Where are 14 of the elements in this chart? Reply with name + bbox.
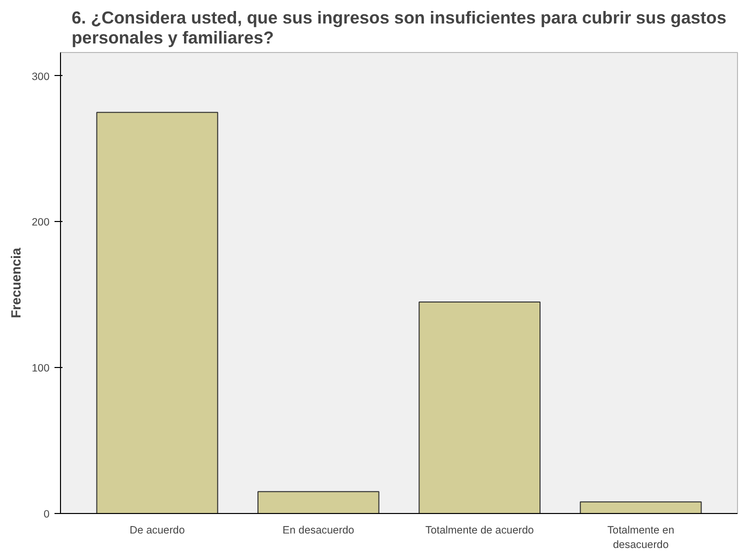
bar bbox=[418, 301, 541, 514]
bar bbox=[580, 501, 702, 514]
x-tick-label: En desacuerdo bbox=[282, 524, 354, 536]
x-tick-label: Totalmente de acuerdo bbox=[425, 524, 534, 536]
y-tick-label: 200 bbox=[32, 216, 50, 229]
x-tick-label: Totalmente en desacuerdo bbox=[607, 524, 674, 551]
y-axis-title: Frecuencia bbox=[8, 247, 24, 318]
bar bbox=[96, 112, 218, 514]
bar bbox=[257, 491, 380, 514]
y-tick-label: 300 bbox=[32, 70, 50, 83]
chart-title: 6. ¿Considera usted, que sus ingresos son insuficientes para cubrir sus gastos personales y familiares? bbox=[72, 8, 726, 48]
y-tick-label: 0 bbox=[44, 508, 50, 520]
x-tick-label: De acuerdo bbox=[130, 524, 185, 536]
y-tick-label: 100 bbox=[32, 362, 50, 375]
